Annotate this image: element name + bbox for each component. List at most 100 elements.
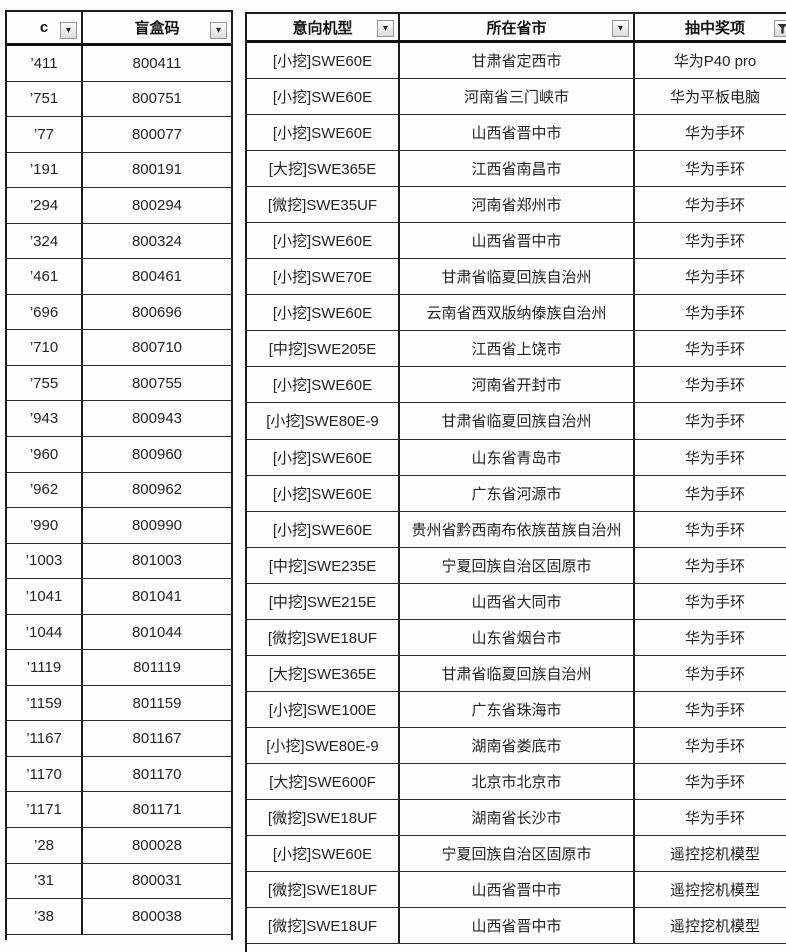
cell-box-code[interactable]: 801119 <box>83 650 231 685</box>
cell-prize[interactable]: 华为手环 <box>635 584 786 619</box>
cell-serial[interactable]: ’943 <box>7 401 83 436</box>
cell-province[interactable]: 山西省晋中市 <box>400 115 635 150</box>
cell-province[interactable]: 甘肃省临夏回族自治州 <box>400 403 635 438</box>
cell-prize[interactable]: 华为手环 <box>635 115 786 150</box>
cell-box-code[interactable]: 801003 <box>83 544 231 579</box>
cell-model[interactable]: [小挖]SWE60E <box>247 79 400 114</box>
cell-model[interactable]: [小挖]SWE60E <box>247 836 400 871</box>
cell-serial[interactable]: ’411 <box>7 46 83 81</box>
cell-province[interactable]: 山西省晋中市 <box>400 872 635 907</box>
filter-funnel-button-prize[interactable] <box>774 20 786 37</box>
cell-prize[interactable]: 华为手环 <box>635 440 786 475</box>
cell-box-code[interactable]: 801170 <box>83 757 231 792</box>
cell-box-code[interactable]: 800191 <box>83 153 231 188</box>
cell-model[interactable]: [小挖]SWE80E-9 <box>247 728 400 763</box>
cell-province[interactable]: 山西省晋中市 <box>400 908 635 943</box>
cell-prize[interactable]: 华为手环 <box>635 512 786 547</box>
cell-province[interactable]: 山西省晋中市 <box>400 223 635 258</box>
cell-province[interactable]: 河南省开封市 <box>400 367 635 402</box>
cell-serial[interactable]: ’1003 <box>7 544 83 579</box>
cell-province[interactable]: 贵州省黔西南布依族苗族自治州 <box>400 512 635 547</box>
cell-model[interactable]: [中挖]SWE235E <box>247 548 400 583</box>
cell-model[interactable]: [中挖]SWE215E <box>247 584 400 619</box>
cell-province[interactable]: 河南省三门峡市 <box>400 79 635 114</box>
cell-province[interactable]: 湖南省娄底市 <box>400 728 635 763</box>
cell-serial[interactable]: ’696 <box>7 295 83 330</box>
cell-prize[interactable]: 华为手环 <box>635 403 786 438</box>
cell-province[interactable]: 山东省烟台市 <box>400 620 635 655</box>
column-header-prize[interactable]: 抽中奖项 <box>635 14 786 40</box>
cell-model[interactable]: [小挖]SWE60E <box>247 115 400 150</box>
cell-prize[interactable]: 华为平板电脑 <box>635 79 786 114</box>
cell-prize[interactable]: 华为手环 <box>635 728 786 763</box>
cell-model[interactable]: [微挖]SWE18UF <box>247 800 400 835</box>
cell-box-code[interactable]: 800324 <box>83 224 231 259</box>
cell-model[interactable]: [小挖]SWE60E <box>247 476 400 511</box>
cell-province[interactable]: 甘肃省临夏回族自治州 <box>400 656 635 691</box>
cell-prize[interactable]: 华为手环 <box>635 259 786 294</box>
cell-box-code[interactable]: 800960 <box>83 437 231 472</box>
cell-province[interactable]: 湖南省长沙市 <box>400 800 635 835</box>
cell-province[interactable]: 宁夏回族自治区固原市 <box>400 836 635 871</box>
cell-box-code[interactable]: 800028 <box>83 828 231 863</box>
cell-prize[interactable]: 华为手环 <box>635 620 786 655</box>
cell-serial[interactable]: ’1041 <box>7 579 83 614</box>
cell-prize[interactable]: 华为手环 <box>635 476 786 511</box>
cell-box-code[interactable]: 800710 <box>83 330 231 365</box>
cell-model[interactable]: [小挖]SWE60E <box>247 223 400 258</box>
cell-box-code[interactable]: 801167 <box>83 721 231 756</box>
cell-model[interactable]: [小挖]SWE70E <box>247 259 400 294</box>
cell-prize[interactable]: 华为手环 <box>635 548 786 583</box>
cell-province[interactable]: 云南省西双版纳傣族自治州 <box>400 295 635 330</box>
cell-box-code[interactable]: 800294 <box>83 188 231 223</box>
cell-province[interactable]: 山西省大同市 <box>400 584 635 619</box>
cell-serial[interactable]: ’990 <box>7 508 83 543</box>
cell-model[interactable]: [微挖]SWE18UF <box>247 908 400 943</box>
column-header-model[interactable]: 意向机型 ▼ <box>247 14 400 40</box>
cell-serial[interactable]: ’191 <box>7 153 83 188</box>
filter-dropdown-button-model[interactable]: ▼ <box>377 20 394 37</box>
cell-box-code[interactable]: 800751 <box>83 82 231 117</box>
cell-prize[interactable]: 华为手环 <box>635 692 786 727</box>
cell-model[interactable]: [微挖]SWE18UF <box>247 620 400 655</box>
cell-model[interactable]: [小挖]SWE60E <box>247 440 400 475</box>
cell-province[interactable]: 江西省上饶市 <box>400 331 635 366</box>
cell-box-code[interactable]: 800696 <box>83 295 231 330</box>
cell-prize[interactable]: 华为手环 <box>635 800 786 835</box>
cell-model[interactable]: [大挖]SWE365E <box>247 656 400 691</box>
cell-serial[interactable]: ’294 <box>7 188 83 223</box>
cell-serial[interactable]: ’1167 <box>7 721 83 756</box>
cell-serial[interactable]: ’324 <box>7 224 83 259</box>
cell-box-code[interactable]: 800411 <box>83 46 231 81</box>
cell-serial[interactable]: ’751 <box>7 82 83 117</box>
cell-model[interactable]: [小挖]SWE60E <box>247 367 400 402</box>
cell-box-code[interactable]: 800943 <box>83 401 231 436</box>
column-header-province[interactable]: 所在省市 ▼ <box>400 14 635 40</box>
cell-serial[interactable]: ’461 <box>7 259 83 294</box>
cell-prize[interactable]: 华为P40 pro <box>635 43 786 78</box>
cell-model[interactable]: [小挖]SWE60E <box>247 295 400 330</box>
cell-prize[interactable]: 华为手环 <box>635 151 786 186</box>
cell-prize[interactable]: 华为手环 <box>635 223 786 258</box>
cell-province[interactable]: 北京市北京市 <box>400 764 635 799</box>
cell-serial[interactable]: ’1159 <box>7 686 83 721</box>
cell-prize[interactable]: 华为手环 <box>635 187 786 222</box>
cell-model[interactable]: [微挖]SWE18UF <box>247 872 400 907</box>
filter-dropdown-button-c[interactable]: ▼ <box>60 22 77 39</box>
cell-box-code[interactable]: 800031 <box>83 864 231 899</box>
column-header-box-code[interactable]: 盲盒码 ▼ <box>83 12 231 43</box>
filter-dropdown-button-province[interactable]: ▼ <box>612 20 629 37</box>
cell-serial[interactable]: ’710 <box>7 330 83 365</box>
filter-dropdown-button-box-code[interactable]: ▼ <box>210 22 227 39</box>
cell-serial[interactable]: ’38 <box>7 899 83 934</box>
cell-prize[interactable]: 华为手环 <box>635 764 786 799</box>
cell-box-code[interactable]: 801041 <box>83 579 231 614</box>
cell-prize[interactable]: 华为手环 <box>635 367 786 402</box>
cell-box-code[interactable]: 800962 <box>83 473 231 508</box>
cell-model[interactable]: [大挖]SWE365E <box>247 151 400 186</box>
cell-serial[interactable]: ’28 <box>7 828 83 863</box>
cell-serial[interactable]: ’77 <box>7 117 83 152</box>
column-header-c[interactable]: c ▼ <box>7 12 83 43</box>
cell-box-code[interactable]: 800461 <box>83 259 231 294</box>
cell-model[interactable]: [小挖]SWE100E <box>247 692 400 727</box>
